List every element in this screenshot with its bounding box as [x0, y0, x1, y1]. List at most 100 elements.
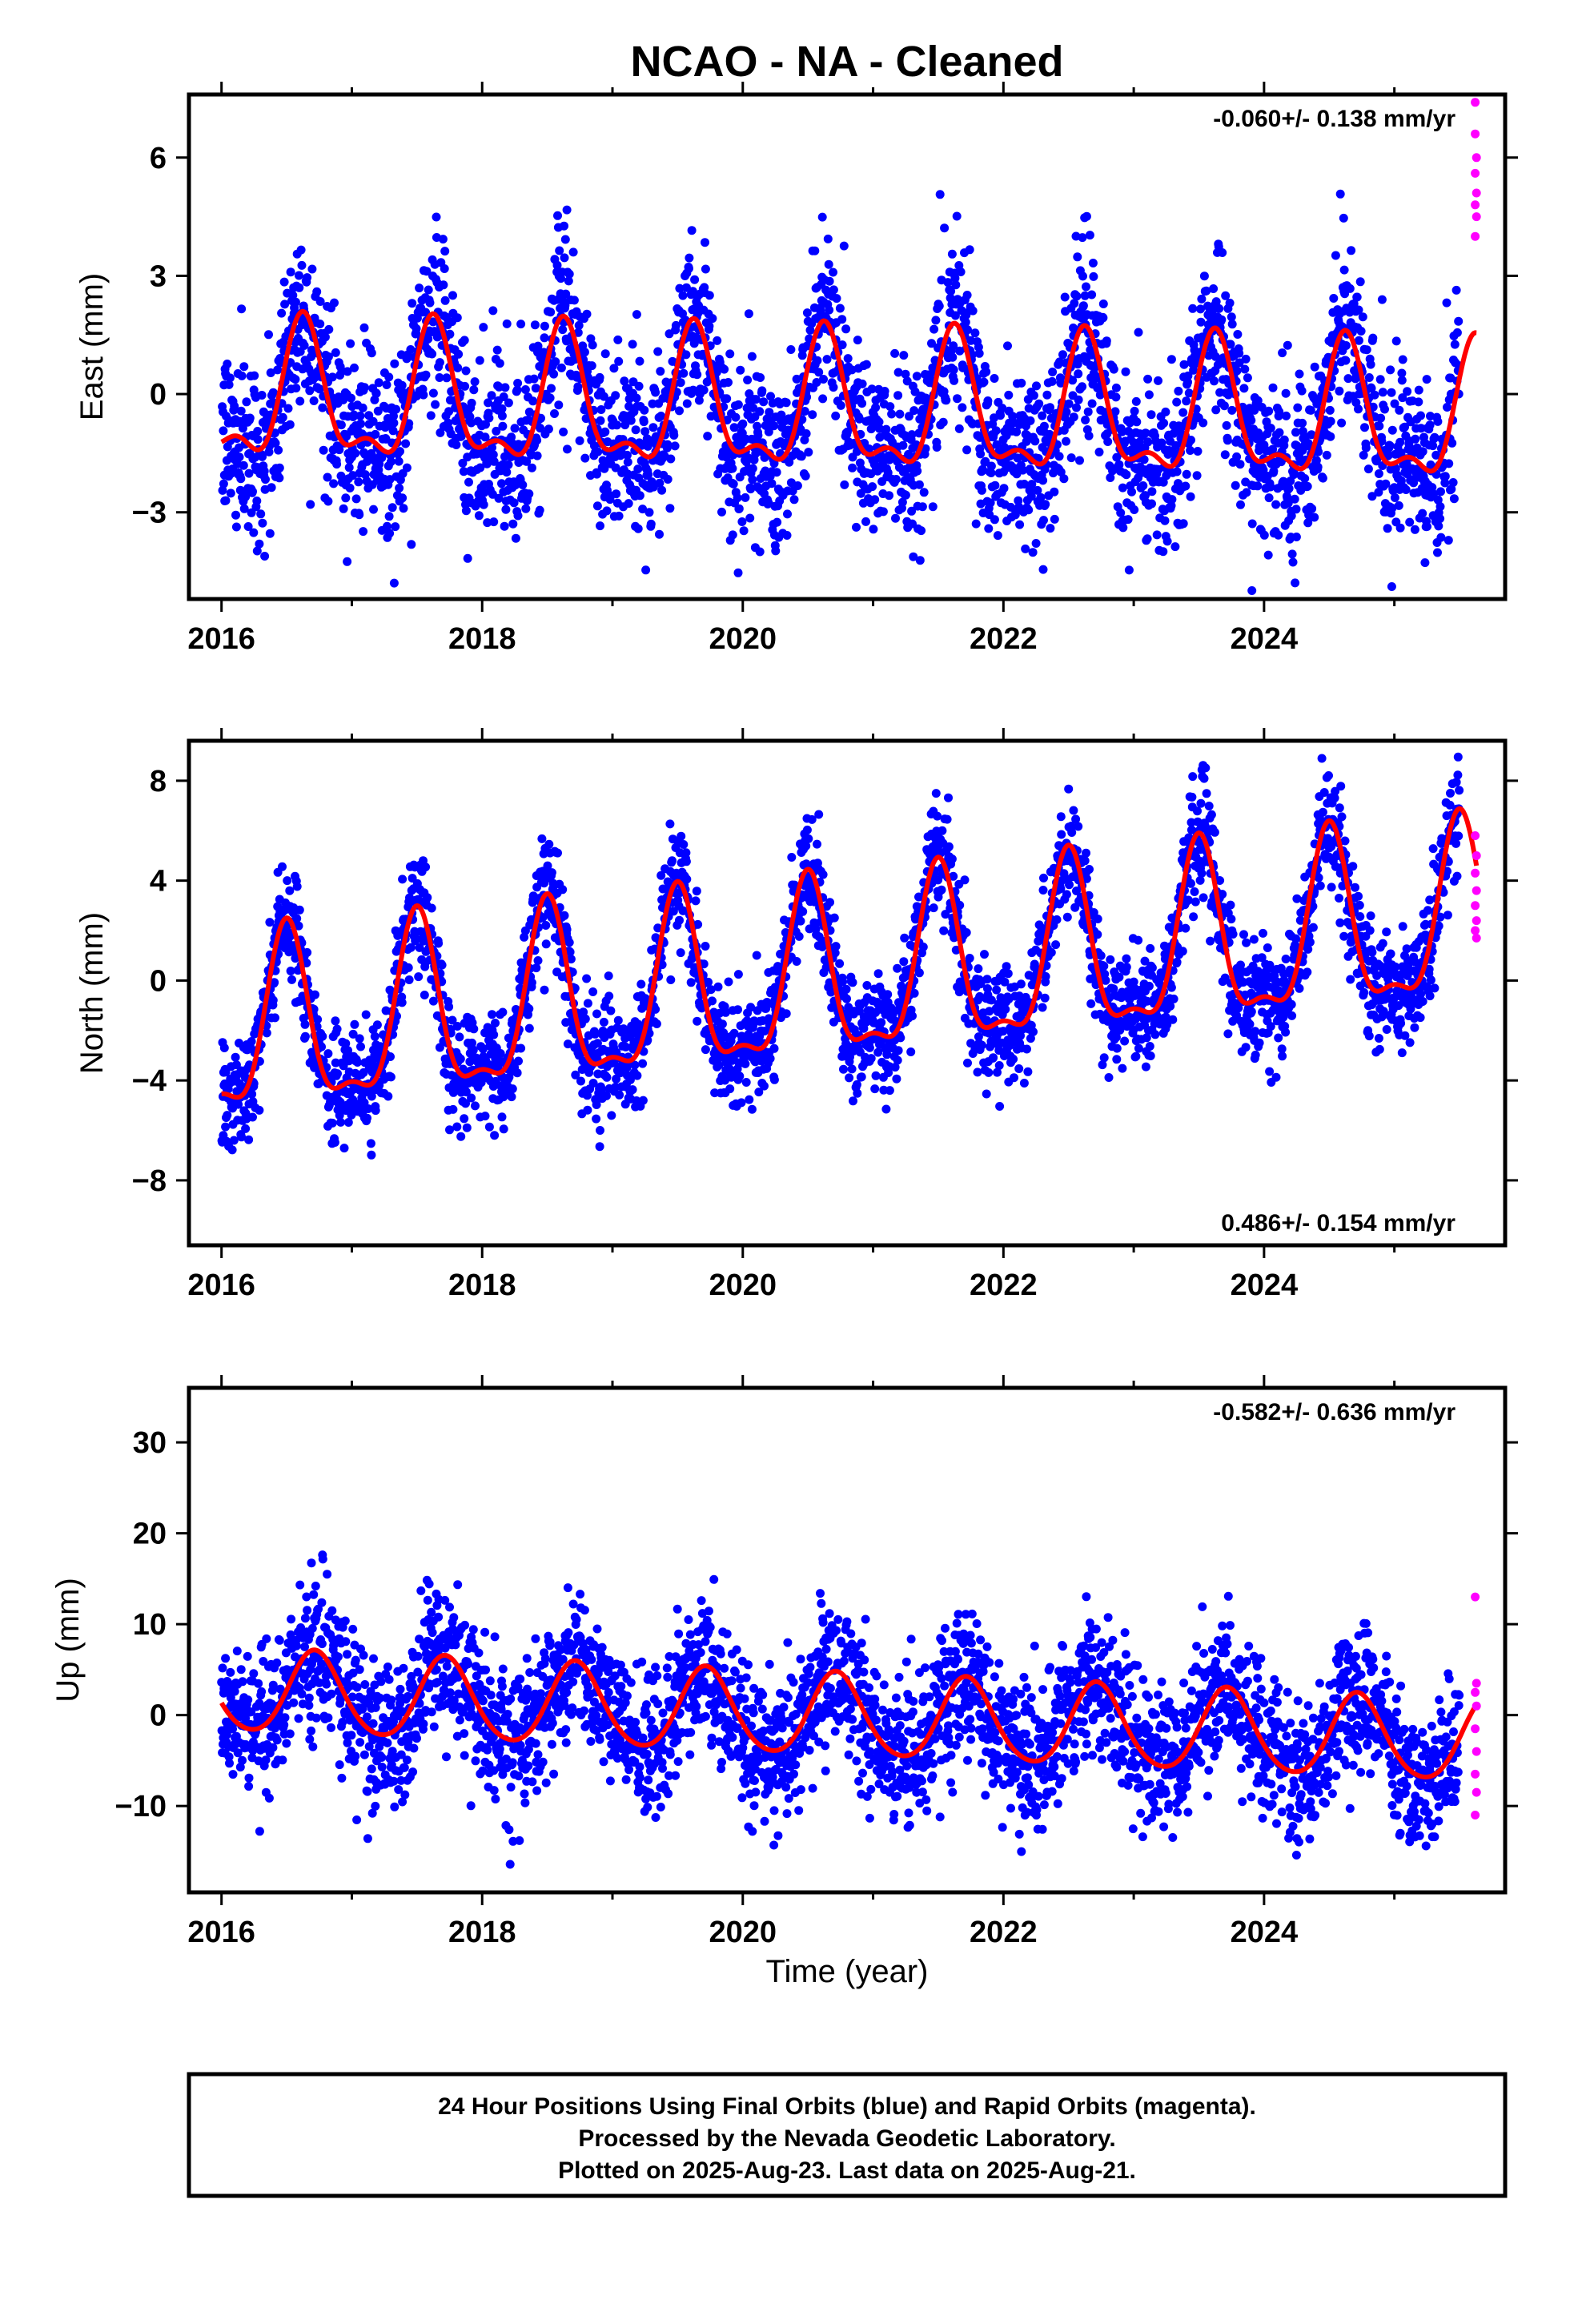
data-point: [713, 336, 722, 345]
data-point: [596, 521, 604, 531]
data-point: [354, 477, 363, 487]
data-point: [445, 1125, 454, 1135]
data-point: [725, 1084, 735, 1094]
data-point: [1141, 491, 1150, 501]
data-point: [1068, 376, 1078, 385]
data-point: [1266, 424, 1275, 433]
data-point: [596, 405, 606, 414]
data-point: [595, 1142, 604, 1152]
data-point: [363, 1113, 371, 1123]
data-point: [837, 340, 847, 350]
data-point: [1227, 320, 1237, 329]
data-point: [428, 388, 438, 398]
data-point: [428, 996, 438, 1006]
data-point: [592, 1100, 601, 1109]
data-point: [398, 493, 408, 503]
data-point: [1196, 317, 1206, 327]
data-point: [1130, 505, 1139, 514]
data-point: [1422, 375, 1431, 384]
data-point: [237, 304, 247, 314]
data-point: [265, 529, 275, 538]
data-point: [1219, 401, 1229, 411]
data-point: [1087, 399, 1097, 408]
data-point: [494, 493, 504, 503]
data-point: [1118, 523, 1128, 533]
data-point: [239, 362, 249, 372]
data-point: [786, 345, 796, 354]
data-point: [393, 931, 403, 940]
data-point: [540, 333, 549, 343]
data-point: [1335, 386, 1344, 396]
data-point: [309, 396, 319, 405]
data-point: [425, 298, 435, 308]
data-point: [497, 1112, 507, 1122]
data-point: [1349, 299, 1359, 308]
data-point: [993, 531, 1002, 541]
data-point: [363, 1104, 373, 1113]
data-point: [992, 440, 1002, 449]
data-point: [975, 432, 985, 442]
data-point: [368, 416, 378, 426]
data-point: [1387, 504, 1397, 513]
data-point: [950, 274, 960, 283]
data-point: [725, 349, 735, 359]
data-point: [512, 385, 522, 395]
data-point: [248, 487, 257, 497]
data-point: [733, 493, 742, 503]
data-point: [303, 273, 312, 283]
data-point: [934, 301, 944, 311]
data-point: [812, 378, 821, 387]
y-tick-label: 6: [150, 142, 167, 175]
data-point: [262, 1028, 271, 1038]
data-point: [275, 473, 284, 483]
data-point: [1325, 405, 1335, 415]
data-point: [244, 1135, 254, 1144]
data-point: [1359, 450, 1368, 460]
data-point: [481, 420, 490, 429]
data-point: [801, 841, 811, 850]
data-point: [424, 285, 433, 295]
data-point: [1243, 373, 1252, 383]
data-point: [407, 540, 416, 549]
data-point: [1356, 327, 1366, 336]
data-point: [1075, 456, 1084, 465]
data-point: [1147, 499, 1156, 509]
data-point: [794, 931, 804, 941]
data-point: [291, 384, 301, 393]
data-point: [633, 524, 643, 533]
data-point: [580, 453, 590, 463]
data-point: [1427, 483, 1437, 493]
data-point: [913, 466, 922, 476]
data-point: [1174, 386, 1183, 396]
data-point: [1287, 549, 1297, 559]
data-point: [332, 1024, 342, 1034]
data-point: [558, 885, 568, 895]
data-point: [386, 457, 396, 466]
data-point: [498, 421, 508, 431]
data-point: [733, 568, 743, 577]
data-point: [348, 1029, 358, 1039]
data-point: [280, 300, 290, 309]
data-point: [1318, 473, 1327, 483]
data-point: [679, 368, 689, 378]
data-point: [236, 474, 246, 484]
data-point: [733, 1005, 742, 1015]
data-point: [1368, 402, 1378, 412]
data-point: [564, 269, 574, 279]
rapid-orbit-points: [1471, 98, 1481, 241]
data-point: [533, 341, 543, 351]
data-point: [275, 463, 284, 472]
data-point: [437, 960, 447, 970]
data-point: [1160, 516, 1170, 525]
data-point: [1447, 438, 1457, 448]
data-point: [324, 324, 334, 334]
data-point: [935, 190, 945, 199]
data-point: [431, 400, 440, 409]
data-point: [899, 351, 909, 360]
data-point: [907, 430, 917, 440]
data-point: [1179, 360, 1189, 369]
rapid-data-point: [1472, 188, 1481, 198]
data-point: [734, 504, 744, 513]
data-point: [278, 412, 287, 422]
data-point: [868, 482, 877, 492]
